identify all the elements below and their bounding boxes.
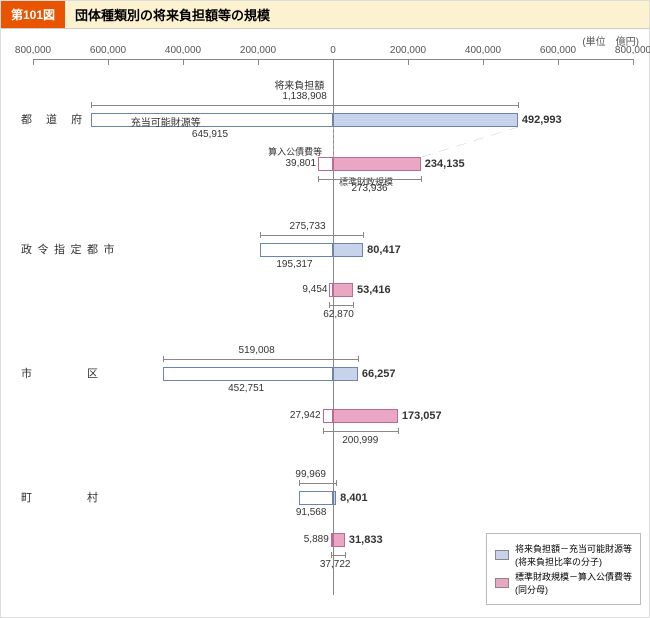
figure-number: 第101図 — [1, 1, 65, 28]
label-future-pos: 80,417 — [367, 244, 401, 256]
bar-future-neg — [91, 113, 333, 127]
dim-tick — [91, 102, 92, 108]
label-std-total: 273,936 — [351, 183, 387, 194]
label-future-total: 1,138,908 — [282, 91, 327, 102]
connector — [421, 127, 519, 157]
label-future-total: 99,969 — [295, 469, 326, 480]
label-std-neg: 27,942 — [289, 410, 321, 421]
dim-line — [329, 305, 353, 306]
label-std-total: 200,999 — [342, 435, 378, 446]
label-std-pos: 234,135 — [425, 158, 465, 170]
dim-tick — [260, 232, 261, 238]
label-std-neg-name: 算入公債費等 — [268, 145, 322, 158]
label-future-total-name: 将来負担額 — [274, 77, 324, 92]
label-std-neg: 5,889 — [297, 534, 329, 545]
axis-tick-label: 600,000 — [540, 45, 576, 56]
category-label: 政令指定都市 — [21, 241, 120, 257]
bar-future-neg — [163, 367, 333, 381]
bar-std-pos — [333, 533, 345, 547]
figure-title: 団体種類別の将来負担額等の規模 — [65, 1, 649, 28]
label-future-total: 519,008 — [239, 345, 275, 356]
axis-tick — [408, 59, 409, 65]
label-std-pos: 31,833 — [349, 534, 383, 546]
plot-area: (単位 億円)800,000600,000400,000200,0000200,… — [1, 27, 650, 617]
dim-line — [163, 359, 358, 360]
category-label: 町 村 — [21, 489, 104, 505]
label-std-total: 62,870 — [323, 309, 354, 320]
axis-tick-label: 400,000 — [165, 45, 201, 56]
dim-tick — [398, 428, 399, 434]
bar-future-neg — [299, 491, 333, 505]
dim-tick — [299, 480, 300, 486]
axis-tick — [633, 59, 634, 65]
axis-tick-label: 400,000 — [465, 45, 501, 56]
dim-tick — [331, 552, 332, 558]
bar-future-pos — [333, 491, 336, 505]
bar-future-neg — [260, 243, 333, 257]
label-charge-name: 充当可能財源等 — [131, 114, 201, 129]
dim-tick — [318, 176, 319, 182]
axis-tick-label: 200,000 — [390, 45, 426, 56]
label-std-neg: 9,454 — [295, 284, 327, 295]
dim-line — [260, 235, 363, 236]
axis-tick — [558, 59, 559, 65]
connector — [333, 127, 334, 157]
label-future-neg: 91,568 — [296, 507, 327, 518]
axis-tick-label: 800,000 — [615, 45, 650, 56]
axis-tick — [183, 59, 184, 65]
dim-tick — [518, 102, 519, 108]
axis-tick — [258, 59, 259, 65]
axis-tick — [108, 59, 109, 65]
bar-future-pos — [333, 367, 358, 381]
label-std-pos: 53,416 — [357, 284, 391, 296]
bar-future-pos — [333, 243, 363, 257]
dim-line — [318, 179, 421, 180]
dim-tick — [353, 302, 354, 308]
category-label: 市 区 — [21, 365, 104, 381]
dim-line — [323, 431, 398, 432]
label-future-neg: 452,751 — [228, 383, 264, 394]
label-future-neg: 195,317 — [276, 259, 312, 270]
axis-tick-label: 600,000 — [90, 45, 126, 56]
legend: 将来負担額－充当可能財源等 (将来負担比率の分子)標準財政規模－算入公債費等 (… — [486, 533, 641, 605]
axis-tick — [483, 59, 484, 65]
dim-tick — [358, 356, 359, 362]
label-future-neg: 645,915 — [192, 129, 228, 140]
dim-tick — [329, 302, 330, 308]
label-future-pos: 8,401 — [340, 492, 368, 504]
label-std-neg: 39,801 — [284, 158, 316, 169]
label-future-pos: 492,993 — [522, 114, 562, 126]
axis-tick — [33, 59, 34, 65]
bar-future-pos — [333, 113, 518, 127]
axis-tick-label: 200,000 — [240, 45, 276, 56]
dim-tick — [421, 176, 422, 182]
label-future-pos: 66,257 — [362, 368, 396, 380]
axis-tick-label: 800,000 — [15, 45, 51, 56]
dim-tick — [336, 480, 337, 486]
bar-std-neg — [318, 157, 333, 171]
dim-tick — [323, 428, 324, 434]
bar-std-neg — [323, 409, 333, 423]
axis-tick-label: 0 — [330, 45, 336, 56]
dim-line — [91, 105, 518, 106]
bar-std-pos — [333, 409, 398, 423]
dim-tick — [345, 552, 346, 558]
dim-tick — [363, 232, 364, 238]
label-std-pos: 173,057 — [402, 410, 442, 422]
bar-std-pos — [333, 157, 421, 171]
dim-line — [331, 555, 345, 556]
dim-tick — [163, 356, 164, 362]
label-std-total: 37,722 — [320, 559, 351, 570]
dim-line — [299, 483, 336, 484]
bar-std-pos — [333, 283, 353, 297]
label-future-total: 275,733 — [289, 221, 325, 232]
